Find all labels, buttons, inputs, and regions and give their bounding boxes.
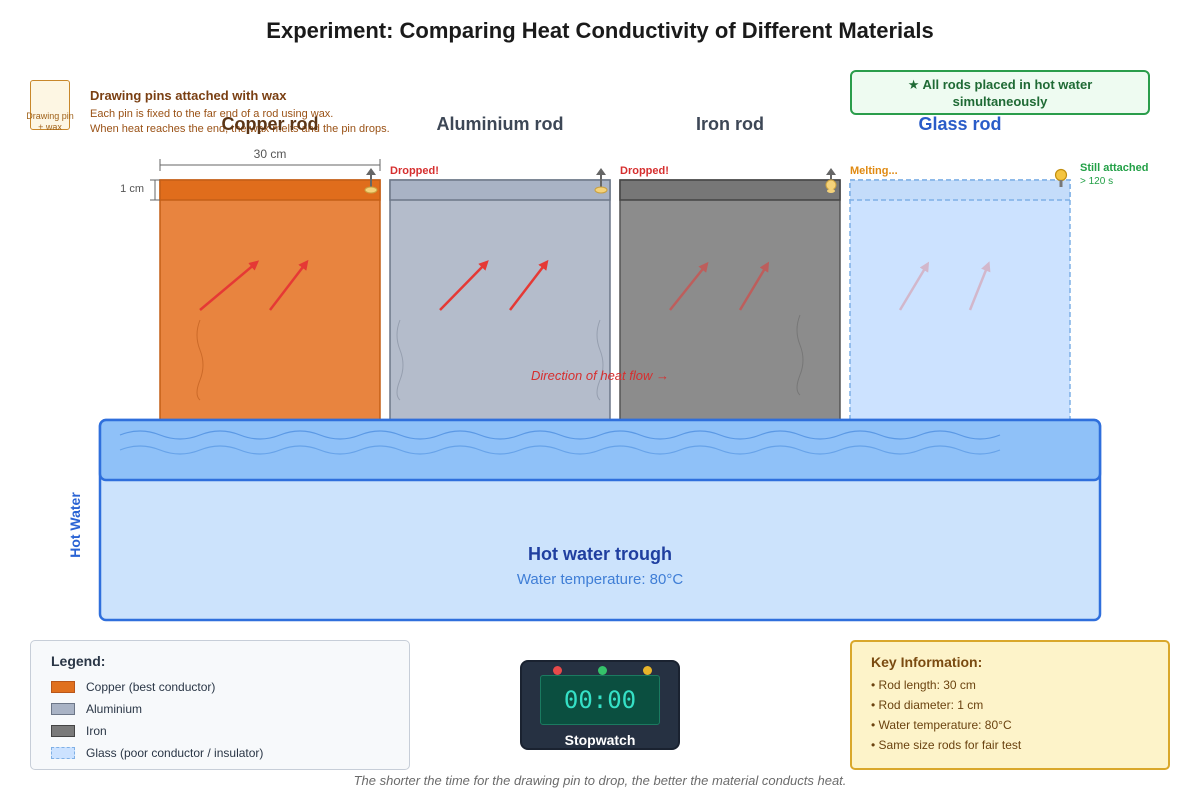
copper-rod-top: [159, 179, 381, 201]
diameter-dimension-label: 1 cm: [120, 183, 144, 195]
legend-item-aluminium: Aluminium: [51, 701, 142, 717]
glass-still-attached: Still attached: [1080, 162, 1149, 174]
legend-label: Iron: [86, 724, 107, 738]
stopwatch-red-light-icon: [553, 666, 562, 675]
copper-pin-icon: [364, 168, 378, 194]
heat-shimmer: [196, 314, 804, 401]
glass-rod-body: [849, 179, 1071, 421]
stopwatch-green-light-icon: [598, 666, 607, 675]
stopwatch: 00:00 Stopwatch: [520, 660, 680, 750]
trough-title: Hot water trough: [528, 544, 672, 564]
iron-rod-body: [619, 179, 841, 421]
pin-wax-card-label: Drawing pin + wax: [26, 111, 74, 132]
rod-title-aluminium: Aluminium rod: [436, 114, 564, 134]
pin-info-line-1: Each pin is fixed to the far end of a ro…: [90, 108, 334, 120]
water-wave: [119, 430, 1001, 440]
key-info-item: • Rod diameter: 1 cm: [871, 698, 984, 712]
heat-arrows: [199, 259, 991, 311]
pin-info-heading: Drawing pins attached with wax: [90, 88, 287, 103]
heat-flow-label: Direction of heat flow →: [530, 368, 669, 383]
legend-swatch-copper: [51, 681, 75, 693]
glass-pin-icon: [1054, 168, 1068, 187]
key-info-item: • Rod length: 30 cm: [871, 678, 976, 692]
footer-note: The shorter the time for the drawing pin…: [353, 773, 847, 788]
iron-pin-icon: [825, 168, 837, 193]
aluminium-rod-top: [389, 179, 611, 201]
legend-swatch-aluminium: [51, 703, 75, 715]
diameter-dimension: [150, 179, 160, 201]
pin-info-line-2: When heat reaches the end, the wax melts…: [90, 123, 390, 135]
aluminium-pin-icon: [594, 168, 608, 194]
water-wave: [119, 445, 1001, 455]
aluminium-rod-body: [389, 179, 611, 421]
legend-item-glass: Glass (poor conductor / insulator): [51, 745, 263, 761]
trough-temperature: Water temperature: 80°C: [516, 571, 684, 588]
iron-rod-top: [619, 179, 841, 201]
legend-panel: Legend: Copper (best conductor) Aluminiu…: [30, 640, 410, 770]
key-info-title: Key Information:: [871, 654, 983, 670]
aluminium-status: Dropped!: [390, 165, 439, 177]
legend-item-copper: Copper (best conductor): [51, 679, 215, 695]
simultaneous-banner: ★ All rods placed in hot water simultane…: [850, 70, 1150, 115]
key-info-item: • Water temperature: 80°C: [871, 718, 1012, 732]
copper-rod-body: [159, 179, 381, 421]
hot-water-side-label: Hot Water: [67, 492, 83, 558]
key-info-item: • Same size rods for fair test: [871, 738, 1022, 752]
stopwatch-display: 00:00: [540, 675, 660, 725]
key-info-panel: Key Information: • Rod length: 30 cm • R…: [850, 640, 1170, 770]
legend-swatch-glass: [51, 747, 75, 759]
page-title: Experiment: Comparing Heat Conductivity …: [266, 18, 934, 43]
length-dimension: [159, 159, 381, 171]
glass-status: Melting...: [850, 165, 898, 177]
pin-wax-card: [30, 80, 70, 130]
legend-item-iron: Iron: [51, 723, 107, 739]
legend-label: Copper (best conductor): [86, 680, 216, 694]
legend-title: Legend:: [51, 653, 106, 669]
glass-still-attached-time: > 120 s: [1080, 176, 1114, 187]
legend-label: Glass (poor conductor / insulator): [86, 746, 264, 760]
legend-label: Aluminium: [86, 702, 143, 716]
stopwatch-label: Stopwatch: [564, 732, 636, 748]
legend-swatch-iron: [51, 725, 75, 737]
iron-status: Dropped!: [620, 165, 669, 177]
rod-title-iron: Iron rod: [696, 114, 764, 134]
glass-rod-top: [849, 179, 1071, 201]
length-dimension-label: 30 cm: [253, 147, 287, 161]
rod-title-glass: Glass rod: [918, 114, 1002, 134]
rod-title-copper: Copper rod: [221, 114, 319, 134]
stopwatch-yellow-light-icon: [643, 666, 652, 675]
